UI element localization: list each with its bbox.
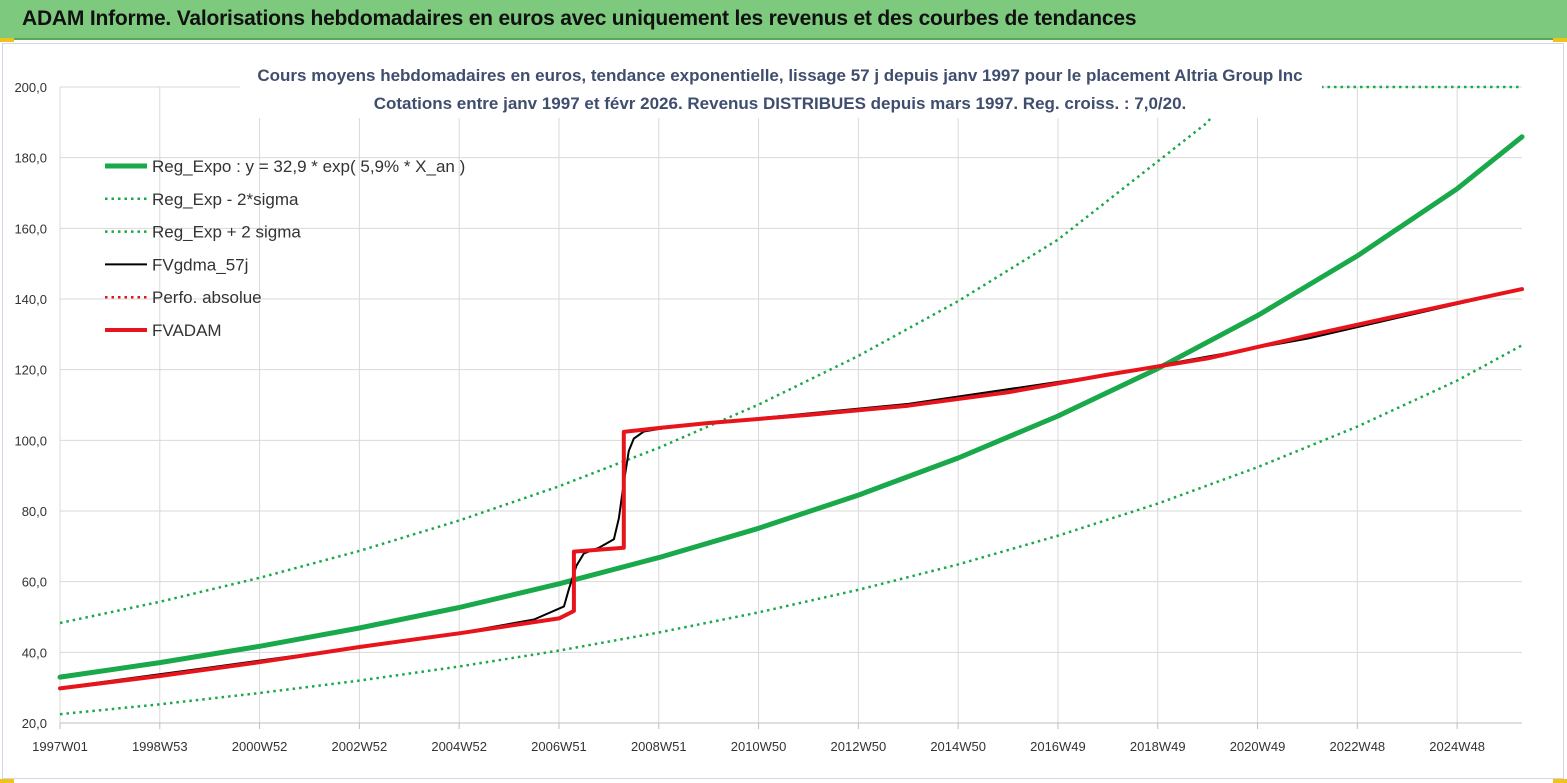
x-tick-label: 2018W49 bbox=[1130, 739, 1186, 754]
legend: Reg_Expo : y = 32,9 * exp( 5,9% * X_an )… bbox=[105, 157, 465, 340]
legend-label: Reg_Expo : y = 32,9 * exp( 5,9% * X_an ) bbox=[152, 157, 465, 176]
legend-label: FVgdma_57j bbox=[152, 255, 248, 274]
y-tick-label: 120,0 bbox=[14, 363, 47, 378]
chart-titles: Cours moyens hebdomadaires en euros, ten… bbox=[240, 60, 1322, 118]
chart-subtitle: Cotations entre janv 1997 et févr 2026. … bbox=[374, 94, 1187, 113]
x-tick-label: 2004W52 bbox=[431, 739, 487, 754]
y-axis-ticks: 20,0 40,0 60,0 80,0 100,0 120,0 140,0 160,0 180,… bbox=[14, 80, 47, 731]
legend-label: FVADAM bbox=[152, 321, 222, 340]
chart-title: Cours moyens hebdomadaires en euros, ten… bbox=[257, 66, 1302, 85]
x-tick-label: 2000W52 bbox=[232, 739, 288, 754]
y-tick-label: 160,0 bbox=[14, 221, 47, 236]
x-axis-ticks: 1997W01 1998W53 2000W52 2002W52 2004W52 2006W… bbox=[32, 739, 1485, 754]
legend-label: Reg_Exp - 2*sigma bbox=[152, 190, 299, 209]
x-tick-label: 2016W49 bbox=[1030, 739, 1086, 754]
legend-label: Reg_Exp + 2 sigma bbox=[152, 223, 301, 242]
x-tick-label: 2002W52 bbox=[332, 739, 388, 754]
x-tick-label: 2024W48 bbox=[1429, 739, 1485, 754]
y-tick-label: 80,0 bbox=[22, 504, 47, 519]
grid-lines bbox=[60, 87, 1522, 729]
y-tick-label: 100,0 bbox=[14, 433, 47, 448]
y-tick-label: 200,0 bbox=[14, 80, 47, 95]
x-tick-label: 1998W53 bbox=[132, 739, 188, 754]
x-tick-label: 2010W50 bbox=[731, 739, 787, 754]
legend-label: Perfo. absolue bbox=[152, 288, 262, 307]
x-tick-label: 2012W50 bbox=[831, 739, 887, 754]
x-tick-label: 2006W51 bbox=[531, 739, 587, 754]
y-tick-label: 20,0 bbox=[22, 716, 47, 731]
series-line-3 bbox=[60, 289, 1522, 688]
y-tick-label: 140,0 bbox=[14, 292, 47, 307]
series-lines bbox=[60, 87, 1522, 714]
x-tick-label: 2008W51 bbox=[631, 739, 687, 754]
series-line-0 bbox=[60, 137, 1522, 677]
y-tick-label: 60,0 bbox=[22, 575, 47, 590]
x-tick-label: 2020W49 bbox=[1230, 739, 1286, 754]
x-tick-label: 2022W48 bbox=[1330, 739, 1386, 754]
series-line-5 bbox=[60, 289, 1522, 688]
x-tick-label: 2014W50 bbox=[930, 739, 986, 754]
y-tick-label: 180,0 bbox=[14, 151, 47, 166]
y-tick-label: 40,0 bbox=[22, 645, 47, 660]
x-tick-label: 1997W01 bbox=[32, 739, 88, 754]
